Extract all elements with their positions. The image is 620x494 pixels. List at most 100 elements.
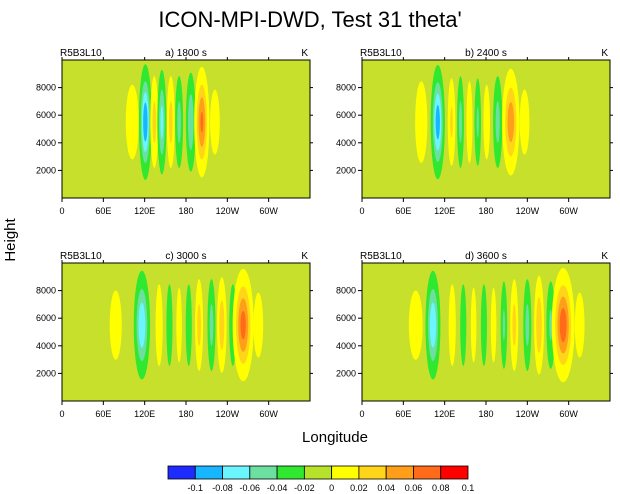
panel-left-label: R5B3L10: [360, 251, 402, 262]
x-tick-label: 60W: [559, 206, 578, 216]
panel-left-label: R5B3L10: [60, 251, 102, 262]
panel-left-label: R5B3L10: [360, 48, 402, 59]
colorbar-label: 0.06: [405, 483, 423, 493]
y-tick-label: 6000: [336, 110, 356, 120]
contour-field: [408, 267, 585, 383]
x-tick-label: 0: [59, 409, 64, 419]
y-tick-label: 4000: [36, 341, 56, 351]
panel-center-label: c) 3000 s: [165, 251, 206, 262]
contour-band-11: [536, 297, 542, 353]
contour-band-12: [549, 309, 553, 341]
x-tick-label: 60E: [395, 206, 411, 216]
colorbar-label: -0.06: [240, 483, 261, 493]
contour-band-9: [507, 102, 515, 143]
contour-band-7: [490, 287, 497, 363]
panel-3: 0 60E 120E 180 120W 60W 2000 4000 6000 8000 R5B3L1…: [36, 251, 313, 419]
colorbar-label: -0.02: [294, 483, 315, 493]
y-tick-label: 2000: [36, 165, 56, 175]
x-tick-label: 180: [478, 206, 493, 216]
colorbar-label: 0.04: [377, 483, 395, 493]
x-tick-label: 120W: [516, 206, 540, 216]
panel-center-label: b) 2400 s: [465, 48, 507, 59]
x-tick-label: 120W: [216, 206, 240, 216]
panel-1: 0 60E 120E 180 120W 60W 2000 4000 6000 8000 R5B3L1…: [36, 48, 313, 216]
contour-band-9: [210, 89, 220, 155]
colorbar-box: [331, 465, 360, 480]
contour-band-1: [415, 81, 428, 164]
colorbar-label: 0: [329, 483, 334, 493]
contour-band-3: [152, 101, 157, 144]
y-tick-label: 6000: [36, 110, 56, 120]
contour-field: [415, 64, 530, 180]
y-tick-label: 8000: [336, 83, 356, 93]
x-tick-label: 60E: [95, 409, 111, 419]
contour-band-5: [169, 101, 173, 144]
contour-band-10: [525, 304, 530, 347]
contour-band-7: [483, 84, 490, 160]
colorbar-box: [303, 465, 333, 480]
x-axis-label: Longitude: [302, 429, 368, 446]
y-tick-label: 6000: [336, 313, 356, 323]
contour-band-8: [495, 101, 500, 144]
x-tick-label: 0: [59, 206, 64, 216]
x-tick-label: 60W: [559, 409, 578, 419]
colorbar-box: [194, 465, 223, 480]
x-tick-label: 120E: [134, 409, 155, 419]
contour-band-6: [480, 284, 487, 367]
figure-title: ICON-MPI-DWD, Test 31 theta': [158, 7, 461, 32]
contour-band-6: [185, 284, 192, 367]
contour-band-9: [512, 304, 517, 347]
contour-band-3: [155, 284, 163, 367]
panel-left-label: R5B3L10: [60, 48, 102, 59]
contour-band-8: [209, 304, 214, 347]
x-tick-label: 120E: [434, 409, 455, 419]
colorbar-label: -0.08: [212, 483, 233, 493]
colorbar-label: -0.1: [188, 483, 204, 493]
x-tick-label: 60E: [395, 409, 411, 419]
panel-2: 0 60E 120E 180 120W 60W 2000 4000 6000 8000 R5B3L1…: [336, 48, 613, 216]
contour-band-7: [188, 94, 194, 150]
panel-4: 0 60E 120E 180 120W 60W 2000 4000 6000 8000 R5B3L1…: [336, 251, 613, 419]
panel-right-label: K: [301, 251, 308, 262]
contour-band-11: [240, 310, 246, 340]
contour-band-4: [166, 284, 173, 367]
panel-right-label: K: [601, 48, 608, 59]
colorbar-label: 0.08: [432, 483, 450, 493]
contour-band-2: [138, 302, 146, 348]
panel-right-label: K: [601, 251, 608, 262]
y-tick-label: 4000: [336, 341, 356, 351]
colorbar: -0.1 -0.08 -0.06 -0.04 -0.02 0 0.02 0.04 0.06 0.0…: [167, 465, 475, 493]
y-tick-label: 8000: [336, 286, 356, 296]
x-tick-label: 60W: [259, 206, 278, 216]
contour-band-1: [125, 84, 139, 160]
x-tick-label: 0: [359, 206, 364, 216]
colorbar-box: [440, 465, 469, 480]
x-tick-label: 120E: [134, 206, 155, 216]
y-axis-label: Height: [2, 217, 19, 261]
y-tick-label: 8000: [36, 286, 56, 296]
colorbar-label: 0.1: [462, 483, 475, 493]
colorbar-box: [413, 465, 442, 480]
contour-band-7: [197, 304, 201, 347]
x-tick-label: 120W: [516, 409, 540, 419]
y-tick-label: 8000: [36, 83, 56, 93]
contour-band-4: [160, 105, 164, 139]
y-tick-label: 4000: [336, 138, 356, 148]
contour-band-5: [470, 287, 477, 363]
y-tick-label: 4000: [36, 138, 56, 148]
colorbar-box: [358, 465, 387, 480]
contour-band-4: [458, 101, 463, 144]
contour-band-6: [476, 106, 479, 138]
y-tick-label: 2000: [336, 165, 356, 175]
contour-band-14: [574, 292, 585, 358]
colorbar-label: 0.02: [350, 483, 368, 493]
panel-center-label: a) 1800 s: [165, 48, 207, 59]
x-tick-label: 120E: [434, 206, 455, 216]
contour-band-1: [109, 290, 122, 360]
contour-band-2: [143, 102, 148, 142]
contour-band-9: [219, 300, 225, 350]
contour-band-4: [460, 284, 467, 367]
x-tick-label: 60W: [259, 409, 278, 419]
x-tick-label: 180: [478, 409, 493, 419]
